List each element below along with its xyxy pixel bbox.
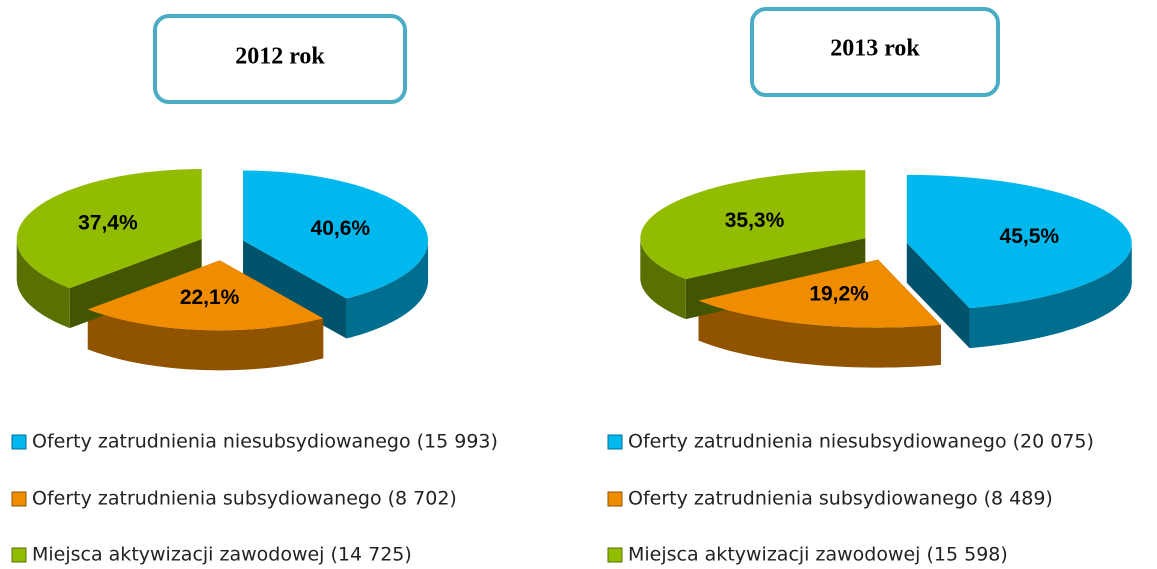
data-label: 45,5%	[1000, 225, 1060, 248]
legend-swatch	[11, 547, 27, 563]
legend-swatch	[11, 491, 27, 507]
slice	[640, 170, 866, 280]
slice-wall	[698, 300, 941, 368]
legend-swatch	[607, 434, 623, 450]
legend-label: Oferty zatrudnienia subsydiowanego (8 70…	[32, 488, 457, 510]
slice	[698, 259, 941, 328]
slice	[906, 174, 1132, 309]
slice	[87, 260, 324, 331]
slice	[16, 169, 202, 289]
legend-label: Oferty zatrudnienia niesubsydiowanego (2…	[628, 431, 1094, 453]
title-box	[153, 14, 407, 104]
data-label: 37,4%	[78, 212, 138, 235]
data-label: 35,3%	[725, 209, 785, 232]
slice	[243, 170, 428, 299]
slice-wall	[969, 242, 1132, 349]
slice-side	[243, 240, 347, 339]
legend-label: Miejsca aktywizacji zawodowej (14 725)	[32, 544, 412, 566]
slice-wall	[16, 239, 70, 329]
legend-label: Oferty zatrudnienia niesubsydiowanego (1…	[32, 431, 498, 453]
slice-wall	[346, 240, 429, 339]
data-label: 19,2%	[809, 283, 869, 306]
legend-swatch	[607, 547, 623, 563]
slice-wall	[640, 238, 686, 320]
slice-wall	[87, 309, 324, 371]
legend-label: Oferty zatrudnienia subsydiowanego (8 48…	[628, 488, 1053, 510]
data-label: 40,6%	[311, 217, 371, 240]
legend-swatch	[11, 434, 27, 450]
title-box	[750, 7, 1000, 97]
chart-title: 2012 rok	[235, 44, 325, 70]
legend-swatch	[607, 491, 623, 507]
chart-title: 2013 rok	[830, 36, 920, 62]
slice-side	[906, 242, 970, 349]
legend-label: Miejsca aktywizacji zawodowej (15 598)	[628, 544, 1008, 566]
data-label: 22,1%	[180, 286, 240, 309]
